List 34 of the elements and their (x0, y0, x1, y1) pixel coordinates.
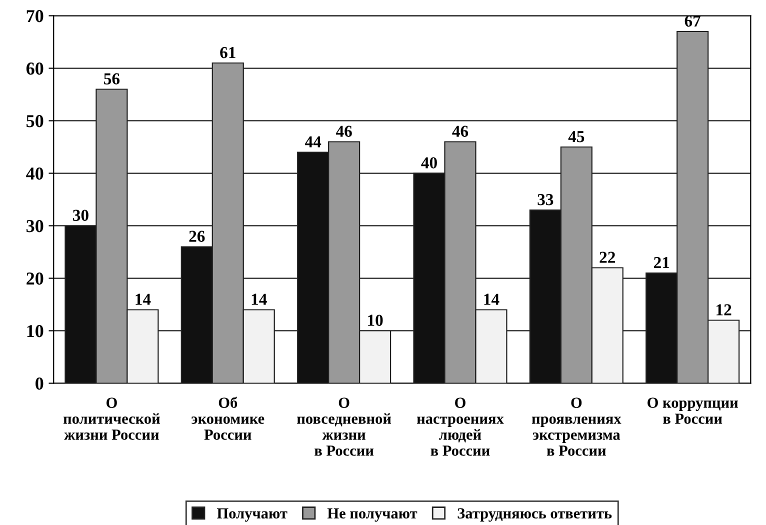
data-label: 46 (452, 126, 468, 137)
legend-label: Затрудняюсь ответить (458, 508, 612, 522)
data-label: 26 (189, 230, 205, 242)
x-tick-label: О настроениях людей в России (416, 398, 504, 456)
x-tick-label: О политической жизни России (63, 398, 160, 440)
x-tick-label: Об экономике России (192, 396, 264, 440)
data-label: 21 (654, 257, 670, 268)
x-tick-label: О проявлениях экстремизма в России (532, 398, 622, 456)
data-label: 30 (73, 210, 88, 221)
data-label: 44 (304, 136, 322, 148)
y-tick-label: 30 (26, 220, 44, 232)
y-tick-label: 0 (36, 378, 44, 390)
legend-label: Получают (217, 508, 288, 522)
data-label: 33 (538, 194, 554, 206)
data-label: 46 (336, 126, 352, 137)
y-tick-label: 20 (26, 272, 44, 285)
data-label: 10 (368, 314, 383, 326)
data-label: 56 (104, 73, 120, 84)
data-label: 14 (252, 294, 267, 305)
y-tick-label: 40 (26, 168, 44, 180)
data-label: 40 (421, 157, 437, 168)
y-tick-label: 50 (26, 115, 44, 128)
data-label: 12 (716, 304, 732, 316)
y-tick-label: 70 (26, 10, 44, 22)
legend-label: Не получают (327, 508, 418, 522)
data-label: 22 (600, 252, 616, 263)
data-label: 14 (484, 294, 500, 305)
x-tick-label: О коррупции в России (648, 398, 738, 424)
y-tick-label: 10 (27, 325, 44, 338)
data-label: 14 (136, 294, 151, 305)
y-tick-label: 60 (26, 62, 44, 75)
data-label: 61 (220, 47, 236, 58)
x-tick-label: О повседневной жизни в России (297, 398, 392, 456)
data-label: 45 (568, 131, 584, 142)
